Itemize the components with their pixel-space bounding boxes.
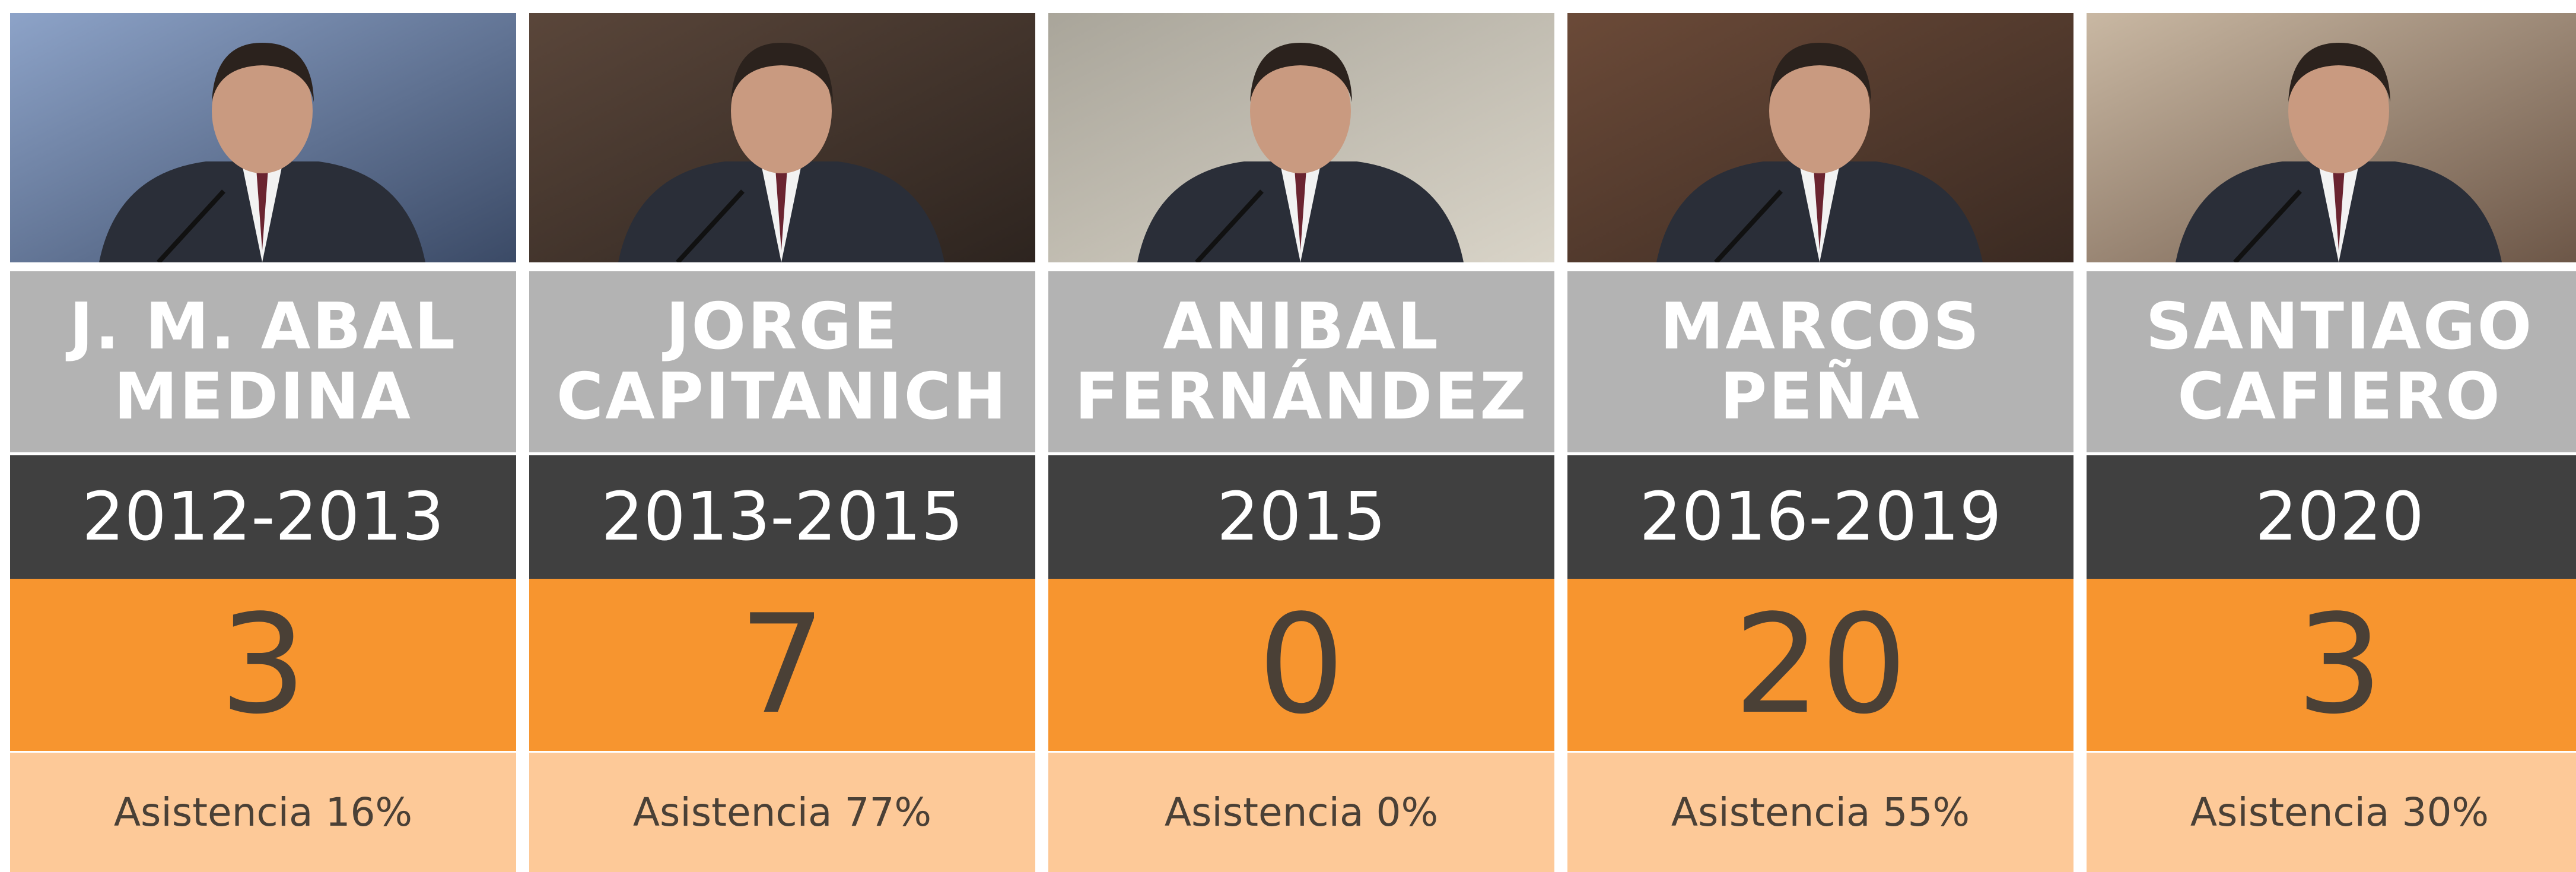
photo-frame — [2087, 13, 2576, 262]
name-line: JORGE — [666, 292, 899, 362]
years: 2012-2013 — [10, 455, 516, 579]
years: 2020 — [2087, 455, 2576, 579]
name-line: MEDINA — [114, 362, 412, 432]
name-line: PEÑA — [1720, 362, 1921, 432]
attendance: Asistencia 30% — [2087, 753, 2576, 872]
portrait-photo — [529, 13, 1035, 262]
photo-frame — [529, 13, 1035, 262]
photo-frame — [10, 13, 516, 262]
count: 3 — [10, 579, 516, 751]
count: 20 — [1567, 579, 2073, 751]
years: 2013-2015 — [529, 455, 1035, 579]
years: 2016-2019 — [1567, 455, 2073, 579]
count: 3 — [2087, 579, 2576, 751]
portrait-photo — [10, 13, 516, 262]
name-line: ANIBAL — [1163, 292, 1440, 362]
attendance: Asistencia 0% — [1048, 753, 1554, 872]
years: 2015 — [1048, 455, 1554, 579]
page: J. M. ABALMEDINA2012-20133Asistencia 16%… — [0, 0, 2576, 872]
name-line: CAPITANICH — [556, 362, 1008, 432]
name-line: J. M. ABAL — [69, 292, 457, 362]
portrait-photo — [1567, 13, 2073, 262]
attendance: Asistencia 55% — [1567, 753, 2073, 872]
attendance: Asistencia 16% — [10, 753, 516, 872]
count: 7 — [529, 579, 1035, 751]
portrait-photo — [2087, 13, 2576, 262]
attendance: Asistencia 77% — [529, 753, 1035, 872]
infographic: J. M. ABALMEDINA2012-20133Asistencia 16%… — [0, 0, 2576, 872]
photo-frame — [1048, 13, 1554, 262]
name-line: CAFIERO — [2177, 362, 2502, 432]
photo-frame — [1567, 13, 2073, 262]
portrait-photo — [1048, 13, 1554, 262]
name-line: FERNÁNDEZ — [1075, 362, 1528, 432]
count: 0 — [1048, 579, 1554, 751]
name-line: MARCOS — [1660, 292, 1981, 362]
name-line: SANTIAGO — [2146, 292, 2534, 362]
